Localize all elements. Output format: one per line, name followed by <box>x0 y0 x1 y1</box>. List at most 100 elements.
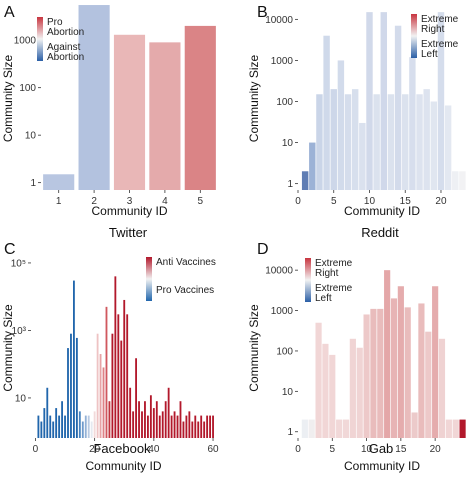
bar <box>55 408 58 438</box>
panel-caption: Twitter <box>109 225 148 240</box>
bar <box>105 306 108 438</box>
bar <box>384 270 391 438</box>
bar <box>43 174 75 190</box>
bar <box>126 314 129 438</box>
legend-colorbar <box>37 17 43 61</box>
bar <box>349 338 356 438</box>
y-tick-label: 1000 <box>271 56 294 67</box>
bar <box>373 94 380 190</box>
bar <box>191 421 194 438</box>
bar <box>176 415 179 438</box>
x-axis-label: Community ID <box>85 459 161 473</box>
bar <box>185 415 188 438</box>
bar <box>452 419 459 438</box>
bar <box>52 421 55 438</box>
bar <box>75 337 78 438</box>
bar <box>418 303 425 438</box>
panel-caption: Gab <box>369 441 394 456</box>
y-tick-label: 10³ <box>12 326 27 337</box>
bar <box>323 35 330 191</box>
bar <box>111 333 114 438</box>
bar <box>114 276 117 438</box>
x-axis-label: Community ID <box>344 459 420 473</box>
y-tick-label: 1 <box>287 427 293 438</box>
bar <box>188 411 191 438</box>
x-tick-label: 20 <box>89 444 101 455</box>
legend-top-label: Extreme Right <box>315 258 353 279</box>
bar <box>117 314 120 438</box>
bar <box>342 419 350 438</box>
bar <box>452 171 459 190</box>
bar <box>173 411 176 438</box>
bar <box>315 322 322 438</box>
bar <box>438 338 446 438</box>
bar <box>409 57 416 191</box>
bar <box>90 421 93 438</box>
bar <box>212 415 214 438</box>
bar <box>43 408 46 438</box>
x-tick-label: 2 <box>91 196 97 207</box>
bar <box>155 401 158 438</box>
bar <box>78 5 110 191</box>
bar <box>301 419 308 438</box>
bar <box>329 354 336 438</box>
x-tick-label: 1 <box>56 196 62 207</box>
x-tick-label: 15 <box>395 444 407 455</box>
bar <box>81 421 84 438</box>
bar <box>167 387 170 438</box>
y-tick-label: 100 <box>19 83 36 94</box>
bars-c <box>37 276 214 438</box>
bar <box>432 286 439 438</box>
bar <box>459 419 466 438</box>
bar <box>64 415 66 438</box>
bar <box>337 60 345 191</box>
legend-colorbar <box>411 14 417 58</box>
bar <box>377 308 384 438</box>
y-tick-label: 10⁵ <box>11 258 26 269</box>
bar <box>356 347 363 438</box>
bar <box>308 419 315 438</box>
legend-top-label: Extreme Right <box>421 14 459 35</box>
bar <box>61 401 63 438</box>
panel-caption: Facebook <box>93 441 151 456</box>
bars-b <box>301 12 466 191</box>
legend: Extreme Right Extreme Left <box>411 14 459 60</box>
bar <box>344 94 352 190</box>
bar <box>301 171 309 190</box>
legend-bottom-label: Against Abortion <box>47 42 84 63</box>
bar <box>322 343 329 438</box>
x-tick-label: 40 <box>148 444 160 455</box>
y-tick-label: 1 <box>287 179 293 190</box>
bar <box>149 395 152 438</box>
bar <box>209 415 211 438</box>
bar <box>87 415 90 438</box>
panel-letter: A <box>4 4 15 21</box>
bar <box>49 415 52 438</box>
bar <box>37 415 40 438</box>
panel-c: 10 10³ 10⁵ 0 20 40 60 Community ID Community Siz… <box>1 241 219 473</box>
x-tick-label: 3 <box>127 196 133 207</box>
y-axis-label: Community Size <box>247 304 261 392</box>
bar <box>366 12 373 190</box>
panel-letter: B <box>257 4 268 21</box>
bar <box>194 415 197 438</box>
x-tick-label: 0 <box>295 444 301 455</box>
bar <box>161 411 164 438</box>
y-tick-label: 10 <box>15 393 27 404</box>
bar <box>99 354 102 438</box>
bar <box>149 42 181 190</box>
y-axis-label: Community Size <box>1 304 15 392</box>
bar <box>416 94 423 190</box>
x-tick-label: 5 <box>331 196 337 207</box>
y-tick-label: 100 <box>276 97 293 108</box>
y-tick-label: 10000 <box>265 15 293 26</box>
bar <box>102 367 105 438</box>
legend-bottom-label: Extreme Left <box>421 39 459 60</box>
bar <box>113 34 146 190</box>
bar <box>158 415 161 438</box>
bar <box>70 333 72 438</box>
bar <box>411 412 418 438</box>
y-axis-label: Community Size <box>1 54 15 142</box>
bar <box>93 411 96 438</box>
